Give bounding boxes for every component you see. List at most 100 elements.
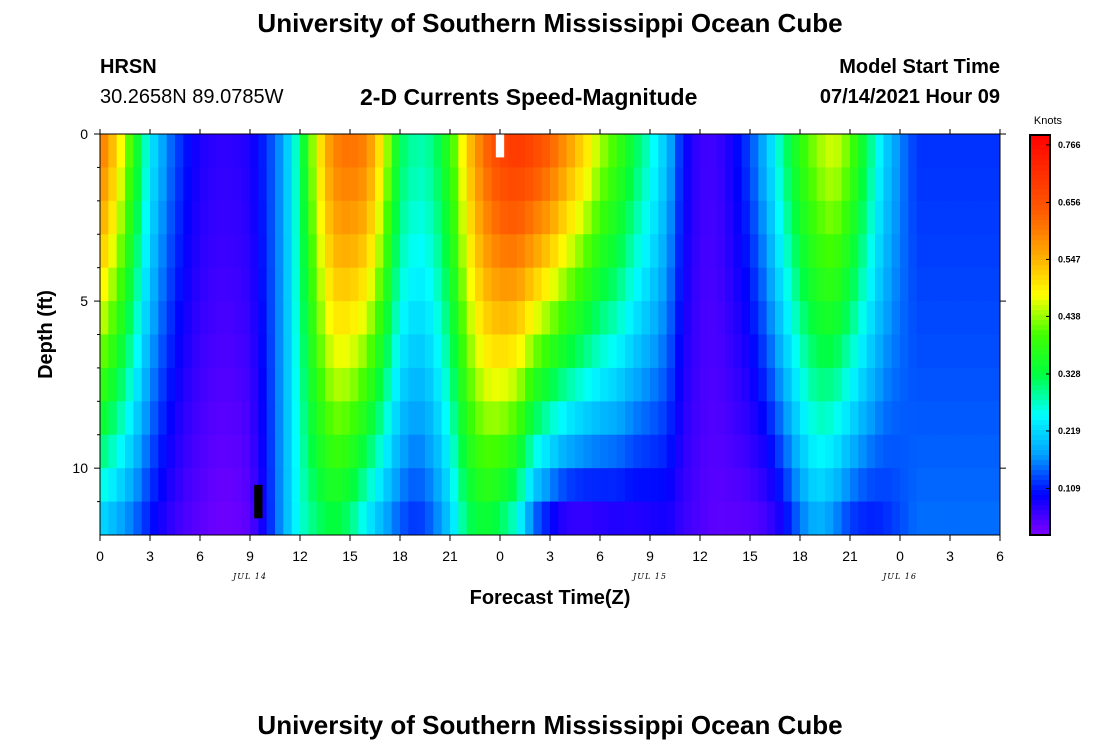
heatmap-cell [325, 234, 334, 269]
heatmap-cell [983, 134, 993, 168]
heatmap-cell [491, 301, 501, 335]
heatmap-cell [308, 167, 318, 202]
heatmap-cell [150, 301, 159, 335]
heatmap-cell [633, 501, 643, 536]
date-label: JUL 15 [631, 572, 667, 581]
heatmap-cell [766, 401, 776, 436]
heatmap-cell [325, 200, 334, 235]
heatmap-cell [716, 167, 726, 202]
heatmap-cell [916, 401, 926, 436]
heatmap-cell [641, 267, 651, 302]
heatmap-cell [825, 367, 834, 402]
heatmap-cell [225, 267, 234, 302]
heatmap-cell [416, 134, 426, 168]
heatmap-cell [241, 434, 251, 469]
heatmap-cell [425, 167, 434, 202]
heatmap-cell [208, 200, 218, 235]
heatmap-cell [733, 234, 743, 269]
heatmap-cell [883, 401, 893, 436]
heatmap-cell [850, 200, 859, 235]
heatmap-cell [200, 234, 209, 269]
heatmap-cell [883, 434, 893, 469]
heatmap-cell [750, 301, 759, 335]
heatmap-cell [775, 367, 784, 402]
x-tick-label: 0 [496, 548, 504, 564]
heatmap-cell [583, 234, 593, 269]
heatmap-cell [966, 367, 976, 402]
heatmap-cell [258, 367, 268, 402]
heatmap-cell [150, 167, 159, 202]
heatmap-cell [583, 301, 593, 335]
x-tick-label: 0 [96, 548, 104, 564]
heatmap-cell [133, 401, 143, 436]
heatmap-cell [100, 234, 109, 269]
heatmap-cell [191, 468, 201, 502]
heatmap-cell [258, 401, 268, 436]
heatmap-cell [241, 267, 251, 302]
heatmap-cell [925, 434, 934, 469]
colorbar-segment [1030, 345, 1050, 351]
heatmap-cell [333, 334, 343, 369]
heatmap-cell [950, 267, 959, 302]
heatmap-cell [816, 501, 826, 536]
heatmap-cell [175, 468, 184, 502]
heatmap-cell [466, 267, 476, 302]
heatmap-cell [683, 267, 693, 302]
heatmap-cell [141, 334, 151, 369]
heatmap-cell [725, 234, 734, 269]
heatmap-cell [625, 434, 634, 469]
heatmap-cell [291, 434, 301, 469]
heatmap-cell [608, 167, 618, 202]
heatmap-cell [566, 401, 576, 436]
heatmap-cell [900, 468, 909, 502]
x-tick-label: 18 [792, 548, 808, 564]
heatmap-cell [475, 334, 484, 369]
heatmap-cell [991, 334, 1001, 369]
heatmap-cell [425, 134, 434, 168]
heatmap-cell [466, 234, 476, 269]
heatmap-cell [100, 200, 109, 235]
heatmap-cell [125, 401, 134, 436]
heatmap-cell [650, 468, 659, 502]
heatmap-cell [616, 134, 626, 168]
heatmap-cell [733, 468, 743, 502]
heatmap-cell [733, 200, 743, 235]
heatmap-cell [925, 301, 934, 335]
heatmap-cell [475, 401, 484, 436]
colorbar-segment [1030, 280, 1050, 286]
heatmap-cell [758, 367, 768, 402]
heatmap-cell [866, 468, 876, 502]
heatmap-cell [333, 468, 343, 502]
heatmap-cell [908, 134, 918, 168]
heatmap-cell [341, 434, 351, 469]
heatmap-cell [133, 301, 143, 335]
heatmap-cell [350, 434, 359, 469]
heatmap-cell [708, 234, 718, 269]
heatmap-cell [783, 401, 793, 436]
heatmap-cell [791, 301, 801, 335]
heatmap-cell [425, 200, 434, 235]
colorbar-segment [1030, 355, 1050, 361]
heatmap-cell [300, 367, 309, 402]
heatmap-cell [741, 367, 751, 402]
heatmap-cell [125, 200, 134, 235]
heatmap-cell [533, 468, 543, 502]
heatmap-cell [500, 234, 509, 269]
colorbar-segment [1030, 265, 1050, 271]
heatmap-cell [866, 334, 876, 369]
heatmap-cell [791, 234, 801, 269]
heatmap-cell [233, 234, 243, 269]
colorbar-segment [1030, 440, 1050, 446]
heatmap-cell [975, 468, 984, 502]
heatmap-cell [383, 334, 393, 369]
heatmap-cell [391, 468, 401, 502]
heatmap-cell [500, 200, 509, 235]
heatmap-cell [416, 334, 426, 369]
heatmap-cell [841, 267, 851, 302]
heatmap-cell [641, 367, 651, 402]
heatmap-cell [891, 334, 901, 369]
heatmap-cell [558, 267, 568, 302]
colorbar-segment [1030, 150, 1050, 156]
heatmap-cell [691, 468, 701, 502]
heatmap-cell [166, 234, 176, 269]
